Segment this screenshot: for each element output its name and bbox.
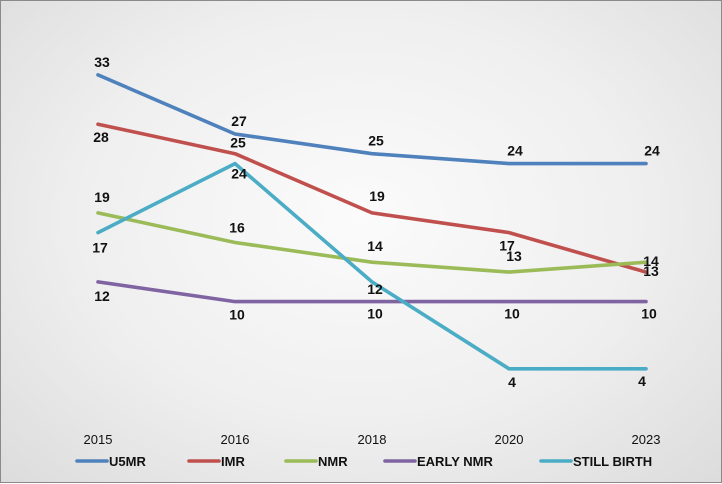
legend-label: STILL BIRTH xyxy=(573,454,652,469)
data-label-nmr: 13 xyxy=(506,248,522,264)
data-label-imr: 17 xyxy=(499,238,515,254)
legend-item-imr: IMR xyxy=(187,454,245,469)
data-label-u5mr: 24 xyxy=(507,143,523,159)
data-label-early-nmr: 10 xyxy=(367,306,383,322)
series-line-u5mr xyxy=(96,73,648,166)
data-label-u5mr: 27 xyxy=(231,113,247,129)
data-label-early-nmr: 10 xyxy=(229,307,245,323)
series-line-early-nmr xyxy=(96,280,648,304)
data-label-early-nmr: 12 xyxy=(94,288,110,304)
data-label-early-nmr: 10 xyxy=(504,306,520,322)
data-label-still-birth: 17 xyxy=(92,240,108,256)
x-tick-label: 2023 xyxy=(632,432,661,447)
legend-item-early-nmr: EARLY NMR xyxy=(383,454,493,469)
x-tick-label: 2018 xyxy=(358,432,387,447)
data-label-u5mr: 25 xyxy=(368,133,384,149)
legend-item-u5mr: U5MR xyxy=(75,454,146,469)
x-axis-ticks: 2015 2016 2018 2020 2023 xyxy=(84,432,661,447)
legend-item-nmr: NMR xyxy=(284,454,348,469)
data-label-still-birth: 4 xyxy=(638,373,646,389)
series-lines xyxy=(96,73,648,371)
data-label-imr: 19 xyxy=(369,188,385,204)
data-label-u5mr: 33 xyxy=(94,54,110,70)
legend-label: NMR xyxy=(318,454,348,469)
data-label-early-nmr: 10 xyxy=(641,306,657,322)
x-tick-label: 2015 xyxy=(84,432,113,447)
legend-label: EARLY NMR xyxy=(417,454,493,469)
data-label-still-birth: 4 xyxy=(508,374,516,390)
data-label-imr: 28 xyxy=(93,129,109,145)
series-line-still-birth xyxy=(96,161,648,371)
data-label-u5mr: 24 xyxy=(644,143,660,159)
data-label-imr: 13 xyxy=(643,263,659,279)
data-label-nmr: 14 xyxy=(367,238,383,254)
legend-label: U5MR xyxy=(109,454,146,469)
data-label-imr: 25 xyxy=(230,135,246,151)
series-line-imr xyxy=(96,122,648,274)
data-label-nmr: 16 xyxy=(229,219,245,235)
legend-item-still-birth: STILL BIRTH xyxy=(539,454,652,469)
x-tick-label: 2016 xyxy=(221,432,250,447)
series-line-nmr xyxy=(96,211,648,274)
data-label-still-birth: 24 xyxy=(231,166,247,182)
data-label-nmr: 19 xyxy=(94,189,110,205)
legend: U5MR IMR NMR EARLY NMR STILL BIRTH xyxy=(75,454,652,469)
data-label-still-birth: 12 xyxy=(367,281,383,297)
legend-label: IMR xyxy=(221,454,245,469)
data-label-nmr: 14 xyxy=(643,253,659,269)
x-tick-label: 2020 xyxy=(495,432,524,447)
